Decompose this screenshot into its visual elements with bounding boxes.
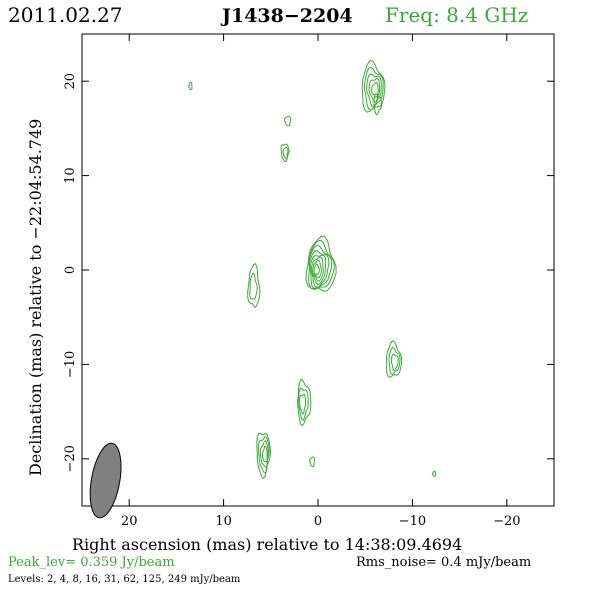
y-tick-label: −10	[63, 351, 78, 378]
x-axis-label: Right ascension (mas) relative to 14:38:…	[72, 535, 462, 554]
component-upper-mid-b	[283, 115, 292, 127]
y-axis-label: Declination (mas) relative to −22:04:54.…	[26, 119, 45, 476]
contour-line	[283, 115, 292, 127]
contour-line	[280, 143, 290, 163]
component-lower-left	[256, 432, 272, 480]
contour-line	[261, 445, 268, 463]
contour-line	[297, 379, 312, 427]
tick-labels: 20 10 0 −10 −20 20 10 0 −10 −20	[63, 73, 521, 529]
contour-line	[366, 73, 382, 108]
plot-frame	[81, 33, 555, 507]
contour-line	[259, 440, 269, 468]
source-name: J1438−2204	[220, 5, 353, 27]
y-tick-label: 20	[63, 73, 78, 90]
component-upper-mid-a	[280, 143, 290, 163]
contour-line	[368, 77, 381, 103]
contour-line	[309, 254, 327, 286]
beam-ellipse	[89, 442, 122, 519]
contour-line	[310, 256, 324, 282]
contour-line	[364, 66, 384, 111]
contour-line	[309, 456, 316, 468]
peak-level: Peak_lev= 0.359 Jy/beam	[8, 555, 175, 570]
y-tick-label: 0	[63, 266, 78, 274]
component-north-tail	[373, 93, 382, 116]
y-tick-label: −20	[63, 445, 78, 472]
contour-line	[298, 387, 309, 421]
x-tick-label: −20	[493, 514, 520, 529]
contour-line	[305, 235, 337, 292]
component-lower-mid	[297, 379, 312, 427]
contour-line	[373, 93, 382, 116]
x-tick-label: 10	[215, 514, 232, 529]
component-lower-dot	[309, 456, 316, 468]
axis-ticks	[82, 34, 554, 506]
rms-noise: Rms_noise= 0.4 mJy/beam	[356, 555, 531, 570]
contour-line	[371, 81, 379, 99]
component-north-knot	[361, 60, 386, 113]
beam-group	[89, 442, 122, 519]
contour-line	[282, 146, 289, 159]
contour-group	[188, 60, 437, 480]
frequency-label: Freq: 8.4 GHz	[385, 3, 528, 27]
contour-line	[308, 250, 330, 288]
contour-line	[188, 81, 193, 91]
component-core	[305, 235, 337, 292]
y-tick-label: 10	[63, 167, 78, 184]
contour-levels: Levels: 2, 4, 8, 16, 31, 62, 125, 249 mJ…	[8, 574, 241, 585]
contour-line	[390, 353, 399, 371]
contour-line	[312, 259, 323, 279]
contour-line	[388, 346, 401, 375]
x-tick-label: 20	[121, 514, 138, 529]
component-far-left-dot	[188, 81, 193, 91]
component-right-knot	[386, 340, 403, 378]
contour-line	[247, 263, 261, 308]
contour-line	[431, 470, 437, 477]
contour-line	[386, 340, 403, 378]
contour-line	[313, 263, 320, 275]
component-left-knot	[247, 263, 261, 308]
contour-line	[361, 60, 386, 113]
component-far-right-dot	[431, 470, 437, 477]
x-tick-label: −10	[399, 514, 426, 529]
observation-date: 2011.02.27	[8, 3, 123, 27]
contour-line	[249, 272, 258, 300]
x-tick-label: 0	[314, 514, 322, 529]
contour-line	[299, 393, 307, 415]
contour-line	[257, 436, 270, 474]
